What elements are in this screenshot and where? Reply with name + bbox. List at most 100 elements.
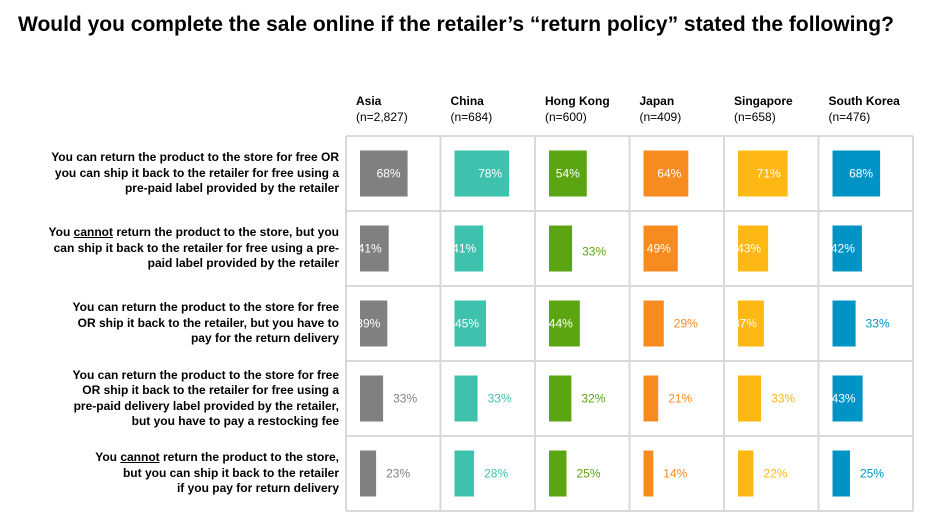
bar [454, 450, 475, 497]
row-label-line: pre-paid label provided by the retailer [124, 181, 339, 196]
bar [454, 375, 478, 422]
data-label: 43% [737, 242, 761, 256]
row-label-line: paid label provided by the retailer [147, 256, 339, 271]
bar [549, 450, 567, 497]
bar [549, 300, 580, 347]
row-label-line: pre-paid delivery label provided by the … [73, 398, 339, 413]
bar [643, 150, 689, 197]
row-label: You can return the product to the store … [18, 368, 339, 430]
data-label: 33% [393, 392, 417, 406]
data-label: 39% [356, 317, 380, 331]
column-header: Singapore (n=658) [734, 93, 826, 125]
column-sample-size: (n=409) [639, 110, 682, 124]
row-label-line: but you have to pay a restocking fee [131, 414, 339, 428]
bar [643, 450, 654, 497]
bar [360, 150, 408, 197]
row-label-line: You [48, 225, 74, 240]
data-label: 68% [377, 167, 401, 181]
column-sample-size: (n=2,827) [356, 110, 408, 124]
row-label-line: You can return the product to the store … [72, 367, 339, 382]
row-label-line: return the product to the store, but you [113, 225, 339, 240]
column-header: Asia (n=2,827) [356, 93, 448, 125]
data-label: 14% [663, 467, 687, 481]
data-label: 33% [771, 392, 795, 406]
column-header: South Korea (n=476) [829, 93, 921, 125]
data-label: 64% [657, 167, 681, 181]
data-label: 41% [452, 242, 476, 256]
bar [549, 150, 587, 197]
data-label: 33% [488, 392, 512, 406]
bar [832, 450, 850, 497]
column-sample-size: (n=476) [828, 110, 871, 124]
column-header: China (n=684) [451, 93, 543, 125]
chart-title: Would you complete the sale online if th… [18, 13, 894, 36]
row-label-line: if you pay for return delivery [176, 481, 339, 496]
bar [832, 375, 863, 422]
column-name: Japan [639, 94, 675, 108]
column-sample-size: (n=684) [450, 110, 493, 124]
bar [454, 300, 486, 347]
row-label: You cannot return the product to the sto… [18, 450, 339, 497]
bar [643, 225, 678, 272]
column-name: Singapore [734, 94, 793, 108]
bar [738, 375, 762, 422]
bar [360, 225, 389, 272]
data-label: 71% [757, 167, 781, 181]
row-label-line: OR ship it back to the retailer, but you… [77, 315, 339, 330]
column-header: Japan (n=409) [640, 93, 732, 125]
data-label: 44% [549, 317, 573, 331]
bar [360, 450, 377, 497]
data-label: 25% [860, 467, 884, 481]
bar [360, 300, 388, 347]
bar [832, 150, 881, 197]
bar [360, 375, 384, 422]
bar [643, 375, 659, 422]
column-header: Hong Kong (n=600) [545, 93, 637, 125]
bar [738, 150, 788, 197]
row-label-line: OR ship it back to the retailer for free… [82, 383, 339, 397]
row-label: You can return the product to the store … [18, 300, 339, 347]
bar [738, 450, 754, 497]
row-label-line: you can ship it back to the retailer for… [54, 165, 339, 180]
data-label: 22% [763, 467, 787, 481]
data-label: 33% [866, 317, 890, 331]
data-label: 54% [556, 167, 580, 181]
bar [832, 300, 856, 347]
data-label: 25% [577, 467, 601, 481]
bar [643, 300, 664, 347]
row-label-line: can ship it back to the retailer for fre… [53, 240, 339, 255]
row-label: You can return the product to the store … [18, 150, 339, 197]
row-label-line: You can return the product to the store … [72, 300, 339, 315]
row-label-line: pay for the return delivery [190, 331, 339, 346]
column-sample-size: (n=658) [734, 110, 776, 124]
data-label: 32% [581, 392, 605, 406]
bar [832, 225, 862, 272]
row-label-emphasis: cannot [73, 225, 113, 240]
data-label: 68% [849, 167, 873, 181]
data-label: 49% [647, 242, 671, 256]
bar [738, 225, 769, 272]
column-sample-size: (n=600) [545, 110, 587, 124]
column-name: Asia [356, 94, 382, 108]
bar [454, 150, 510, 197]
bar [549, 375, 572, 422]
data-label: 43% [832, 392, 856, 406]
data-label: 42% [831, 242, 855, 256]
data-label: 78% [478, 167, 502, 181]
data-label: 33% [582, 245, 606, 259]
row-label-line: return the product to the store, [159, 450, 339, 465]
bar [738, 300, 764, 347]
row-label-line: You can return the product to the store … [51, 150, 339, 165]
data-label: 29% [674, 317, 698, 331]
row-label-emphasis: cannot [120, 450, 160, 465]
data-label: 37% [733, 317, 757, 331]
data-label: 41% [358, 242, 382, 256]
bar [454, 225, 484, 272]
data-label: 28% [484, 467, 508, 481]
data-label: 21% [668, 392, 692, 406]
column-name: China [450, 94, 484, 108]
row-label: You cannot return the product to the sto… [18, 225, 339, 272]
column-name: South Korea [828, 94, 900, 108]
row-label-line: You [95, 450, 121, 465]
